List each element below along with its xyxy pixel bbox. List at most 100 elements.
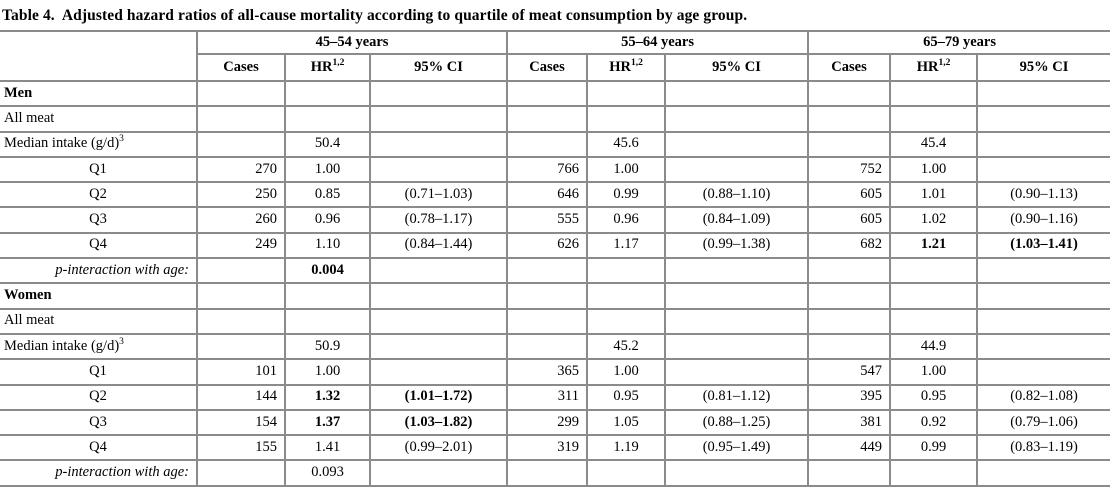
- age-group-header: 65–79 years: [807, 31, 1111, 55]
- row-label-text: All meat: [4, 312, 55, 329]
- cell-hr: [586, 308, 666, 335]
- cases-column-header: Cases: [196, 54, 285, 82]
- row-label-text: Median intake (g/d): [4, 135, 120, 152]
- cell-cases: [506, 106, 588, 133]
- cell-cases: 395: [807, 384, 891, 411]
- cell-ci: [664, 156, 809, 184]
- cases-column-header: Cases: [807, 54, 891, 82]
- hr-footnote-superscript: 1,2: [938, 57, 951, 68]
- cell-ci: [368, 258, 508, 285]
- cell-ci: (0.88–1.10): [664, 182, 809, 209]
- cell-ci: [976, 156, 1111, 184]
- table-row: Men: [0, 81, 1111, 108]
- table-row: Q2 144 1.32 (1.01–1.72) 311 0.95 (0.81–1.12) 39…: [0, 384, 1111, 411]
- cell-ci: [368, 359, 508, 386]
- row-label-text: Q2: [89, 185, 107, 202]
- row-label-text: Men: [4, 84, 33, 101]
- table-row: All meat: [0, 106, 1111, 133]
- hr-footnote-superscript: 1,2: [630, 57, 643, 68]
- row-label: Q4: [0, 232, 197, 260]
- cell-ci: [368, 333, 508, 361]
- cell-hr: 1.17: [586, 232, 666, 260]
- row-label: Q1: [0, 359, 197, 386]
- cell-ci: [368, 131, 508, 158]
- cell-hr: [889, 308, 978, 335]
- cell-cases: [196, 258, 285, 285]
- cell-cases: 319: [506, 435, 588, 462]
- cell-ci: (0.83–1.19): [976, 435, 1111, 462]
- row-label-text: Q4: [89, 438, 107, 455]
- cell-hr: [284, 283, 370, 310]
- table-row: Q2 250 0.85 (0.71–1.03) 646 0.99 (0.88–1.10) 60…: [0, 182, 1111, 209]
- cell-cases: 605: [807, 207, 891, 234]
- row-label: Women: [0, 283, 197, 310]
- cell-ci: (1.03–1.41): [976, 232, 1111, 260]
- cell-cases: [196, 283, 285, 310]
- cell-hr: [586, 283, 666, 310]
- cell-hr: [284, 106, 370, 133]
- cell-ci: [664, 333, 809, 361]
- row-label: Q3: [0, 207, 197, 234]
- age-group-header: 55–64 years: [506, 31, 809, 55]
- cell-ci: [368, 156, 508, 184]
- cell-hr: 1.37: [284, 409, 370, 437]
- cell-ci: (0.95–1.49): [664, 435, 809, 462]
- cell-cases: 555: [506, 207, 588, 234]
- cell-ci: [368, 81, 508, 108]
- cell-cases: [807, 81, 891, 108]
- cell-cases: 299: [506, 409, 588, 437]
- cell-ci: [976, 333, 1111, 361]
- cell-ci: [368, 308, 508, 335]
- cell-hr: [889, 283, 978, 310]
- hr-footnote-superscript: 1,2: [332, 57, 345, 68]
- cell-ci: (0.88–1.25): [664, 409, 809, 437]
- cell-cases: 752: [807, 156, 891, 184]
- row-label-text: p-interaction with age:: [55, 261, 189, 278]
- cell-hr: 0.96: [586, 207, 666, 234]
- cell-cases: 249: [196, 232, 285, 260]
- cell-cases: [807, 106, 891, 133]
- table-row: Women: [0, 283, 1111, 310]
- cell-cases: 381: [807, 409, 891, 437]
- cell-cases: [506, 81, 588, 108]
- row-label: Q4: [0, 435, 197, 462]
- cell-hr: 45.6: [586, 131, 666, 158]
- hazard-ratio-table: 45–54 years 55–64 years 65–79 years Cases HR…: [0, 30, 1111, 487]
- row-label-text: All meat: [4, 109, 55, 126]
- label-footnote-superscript: 3: [119, 134, 124, 145]
- table-row: Median intake (g/d)3 50.9 45.2 44.9: [0, 333, 1111, 361]
- table-row: Q4 155 1.41 (0.99–2.01) 319 1.19 (0.95–1.49) 44…: [0, 435, 1111, 462]
- cell-cases: [506, 283, 588, 310]
- row-label-text: Q3: [89, 211, 107, 228]
- cell-hr: 1.41: [284, 435, 370, 462]
- hr-column-header: HR1,2: [284, 54, 370, 82]
- sub-header-row: Cases HR1,2 95% CI Cases HR1,2 95% CI Cases HR1…: [0, 54, 1111, 82]
- cell-cases: 260: [196, 207, 285, 234]
- cell-hr: 0.92: [889, 409, 978, 437]
- cell-cases: 155: [196, 435, 285, 462]
- cell-ci: [664, 283, 809, 310]
- row-label: p-interaction with age:: [0, 460, 197, 487]
- cell-cases: 270: [196, 156, 285, 184]
- cell-hr: 50.9: [284, 333, 370, 361]
- cell-cases: 547: [807, 359, 891, 386]
- cell-ci: [664, 258, 809, 285]
- cell-ci: (0.79–1.06): [976, 409, 1111, 437]
- cell-cases: [196, 308, 285, 335]
- cell-cases: [196, 81, 285, 108]
- cell-hr: 1.32: [284, 384, 370, 411]
- cell-hr: 45.4: [889, 131, 978, 158]
- cell-ci: [976, 106, 1111, 133]
- cell-cases: [506, 258, 588, 285]
- cell-hr: 1.05: [586, 409, 666, 437]
- cell-ci: (1.01–1.72): [368, 384, 508, 411]
- cell-cases: 311: [506, 384, 588, 411]
- cell-cases: 449: [807, 435, 891, 462]
- cell-cases: [807, 258, 891, 285]
- cell-ci: (0.84–1.09): [664, 207, 809, 234]
- cell-ci: (0.82–1.08): [976, 384, 1111, 411]
- row-label: All meat: [0, 106, 197, 133]
- cell-ci: [664, 131, 809, 158]
- cell-ci: (0.71–1.03): [368, 182, 508, 209]
- cell-cases: [807, 460, 891, 487]
